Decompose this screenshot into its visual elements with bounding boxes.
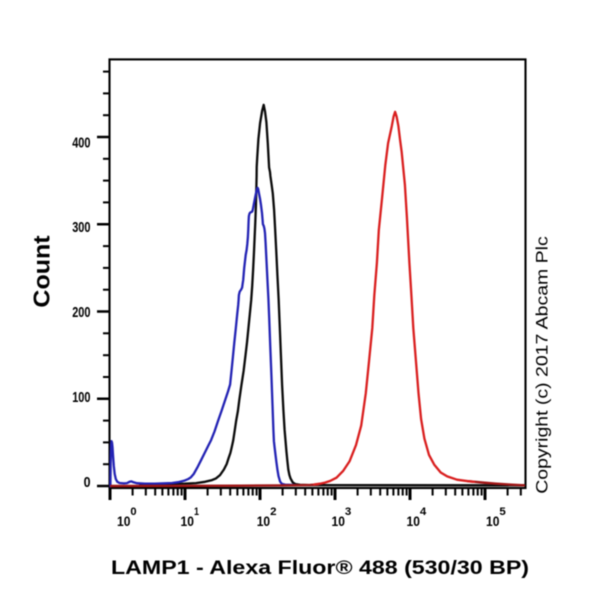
svg-text:Count: Count xyxy=(29,235,55,308)
svg-text:10: 10 xyxy=(257,513,271,529)
svg-text:0: 0 xyxy=(84,474,91,491)
svg-text:400: 400 xyxy=(72,134,90,151)
svg-text:10: 10 xyxy=(407,513,421,529)
svg-text:1: 1 xyxy=(194,506,199,518)
svg-text:Copyright (c) 2017 Abcam Plc: Copyright (c) 2017 Abcam Plc xyxy=(533,236,551,494)
svg-text:LAMP1 - Alexa Fluor® 488 (530/: LAMP1 - Alexa Fluor® 488 (530/30 BP) xyxy=(111,557,529,579)
svg-text:300: 300 xyxy=(72,219,90,236)
svg-text:4: 4 xyxy=(420,506,427,518)
svg-text:10: 10 xyxy=(332,513,346,529)
svg-text:3: 3 xyxy=(345,506,351,518)
svg-text:0: 0 xyxy=(130,506,136,518)
svg-text:10: 10 xyxy=(117,513,131,529)
svg-text:5: 5 xyxy=(499,506,505,518)
svg-text:10: 10 xyxy=(486,513,500,529)
svg-text:10: 10 xyxy=(181,513,195,529)
svg-text:100: 100 xyxy=(72,389,90,406)
svg-text:200: 200 xyxy=(72,304,90,321)
svg-text:2: 2 xyxy=(270,506,276,518)
